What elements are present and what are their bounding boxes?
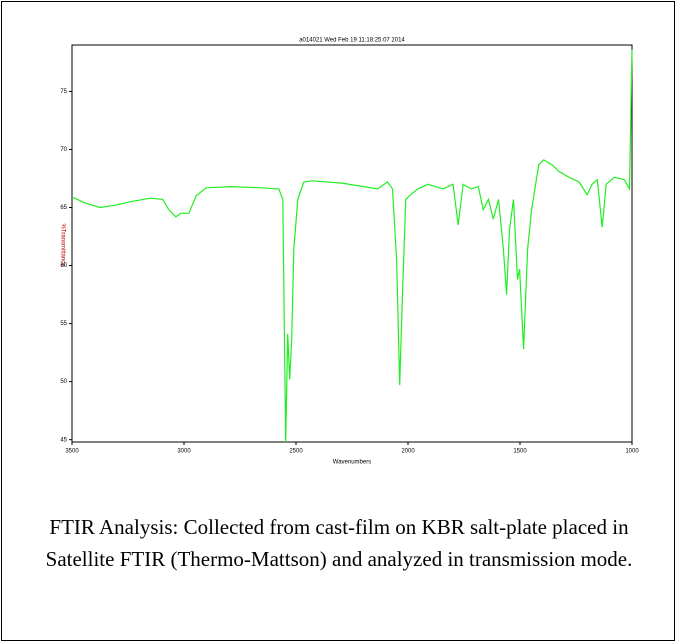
y-tick-label: 60	[60, 263, 67, 269]
x-tick-label: 1500	[513, 449, 527, 455]
x-axis-label: Wavenumbers	[333, 460, 371, 466]
x-tick-label: 3500	[65, 449, 79, 455]
x-tick-label: 2500	[289, 449, 303, 455]
y-axis-label: %Transmittance	[59, 223, 65, 267]
plot-frame	[71, 44, 633, 443]
caption: FTIR Analysis: Collected from cast-film …	[45, 515, 633, 571]
y-tick-label: 70	[60, 147, 67, 153]
x-tick-label: 2000	[401, 449, 415, 455]
x-tick-label: 3000	[177, 449, 191, 455]
spectrum-line	[71, 49, 633, 443]
x-tick-label: 1000	[625, 449, 639, 455]
y-tick-label: 50	[60, 379, 67, 385]
chart-title: a014021 Wed Feb 19 11:18:25:07 2014	[299, 38, 405, 44]
y-tick-label: 75	[60, 89, 67, 95]
y-tick-label: 55	[60, 321, 67, 327]
y-tick-label: 65	[60, 205, 67, 211]
chart: a014021 Wed Feb 19 11:18:25:07 2014 Wave…	[59, 38, 639, 466]
y-tick-label: 45	[60, 437, 67, 443]
